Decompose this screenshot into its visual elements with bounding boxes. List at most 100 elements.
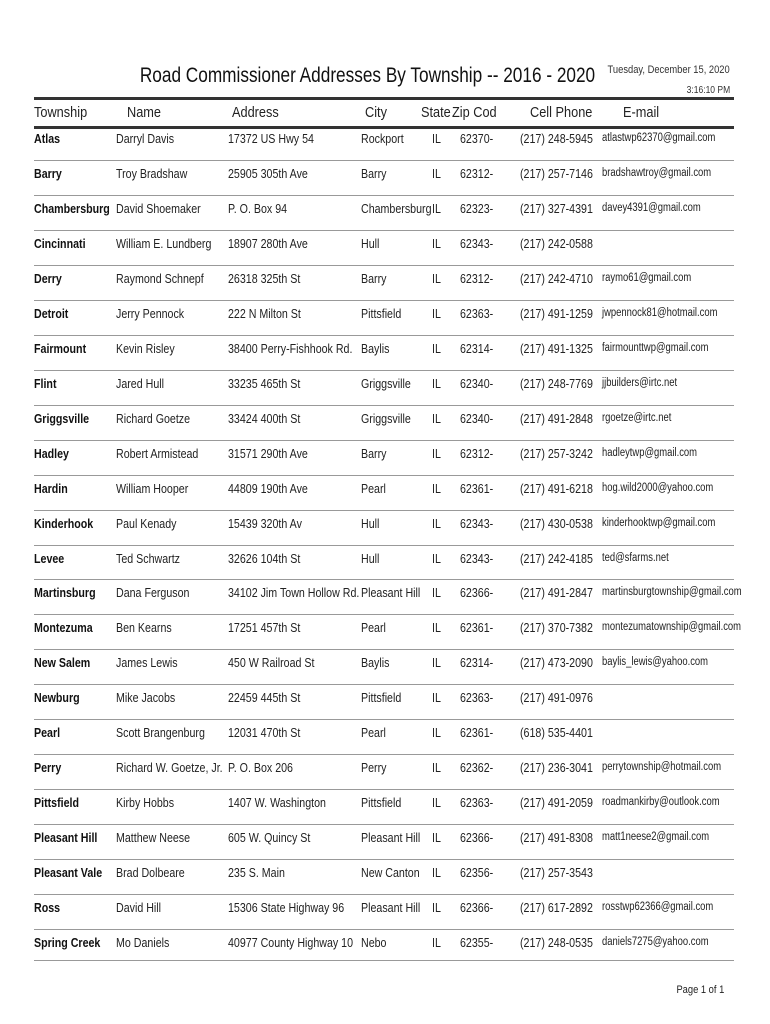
- cell-email: rgoetze@irtc.net: [602, 411, 672, 424]
- cell-zip: 62361-: [460, 480, 494, 496]
- cell-name: Brad Dolbeare: [116, 865, 185, 881]
- cell-township: Atlas: [34, 131, 61, 146]
- cell-email: bradshawtroy@gmail.com: [602, 166, 712, 179]
- cell-address: 26318 325th St: [228, 270, 301, 286]
- cell-email: jjbuilders@irtc.net: [602, 376, 678, 389]
- col-header-email: E-mail: [623, 104, 660, 121]
- cell-state: IL: [432, 305, 441, 321]
- cell-township: Spring Creek: [34, 935, 101, 951]
- table-row: Cincinnati William E. Lundberg 18907 280th…: [0, 229, 770, 271]
- cell-city: Nebo: [361, 935, 387, 951]
- cell-city: Chambersburg: [361, 200, 432, 216]
- cell-state: IL: [432, 865, 441, 881]
- cell-email: baylis_lewis@yahoo.com: [602, 656, 709, 669]
- cell-zip: 62362-: [460, 760, 494, 776]
- table-row: Pleasant Hill Matthew Neese 605 W. Quincy …: [0, 824, 770, 865]
- cell-city: Griggsville: [361, 410, 411, 426]
- cell-state: IL: [432, 200, 441, 216]
- cell-township: Flint: [34, 375, 57, 391]
- cell-state: IL: [432, 935, 441, 951]
- cell-address: 1407 W. Washington: [228, 795, 326, 811]
- cell-township: Pleasant Hill: [34, 830, 98, 846]
- cell-phone: (217) 257-3543: [520, 865, 593, 881]
- cell-zip: 62363-: [460, 305, 494, 321]
- cell-email: kinderhooktwp@gmail.com: [602, 516, 716, 529]
- cell-email: davey4391@gmail.com: [602, 201, 701, 214]
- cell-address: 40977 County Highway 10: [228, 935, 354, 951]
- cell-state: IL: [432, 795, 441, 811]
- cell-township: Detroit: [34, 305, 69, 321]
- col-header-zip: Zip Cod: [452, 104, 497, 121]
- cell-phone: (217) 370-7382: [520, 620, 593, 636]
- cell-address: 18907 280th Ave: [228, 235, 308, 251]
- cell-zip: 62356-: [460, 865, 494, 881]
- col-header-name: Name: [127, 104, 162, 121]
- cell-name: Scott Brangenburg: [116, 725, 205, 741]
- col-header-phone: Cell Phone: [530, 104, 593, 121]
- cell-name: William Hooper: [116, 480, 189, 496]
- cell-email: perrytownship@hotmail.com: [602, 761, 722, 774]
- cell-state: IL: [432, 830, 441, 846]
- cell-name: David Shoemaker: [116, 200, 201, 216]
- cell-address: 12031 470th St: [228, 725, 301, 741]
- cell-email: martinsburgtownship@gmail.com: [602, 586, 742, 599]
- cell-township: Cincinnati: [34, 235, 86, 251]
- cell-state: IL: [432, 515, 441, 531]
- cell-city: Pittsfield: [361, 305, 402, 321]
- cell-zip: 62363-: [460, 795, 494, 811]
- table-row: Hadley Robert Armistead 31571 290th Ave Bar…: [0, 439, 770, 481]
- cell-zip: 62366-: [460, 830, 494, 846]
- cell-email: daniels7275@yahoo.com: [602, 936, 709, 949]
- cell-phone: (217) 242-4710: [520, 270, 593, 286]
- cell-zip: 62361-: [460, 620, 494, 636]
- cell-name: Kirby Hobbs: [116, 795, 175, 811]
- table-row: Flint Jared Hull 33235 465th St Griggsville…: [0, 369, 770, 411]
- table-row: Barry Troy Bradshaw 25905 305th Ave Barry IL…: [0, 159, 770, 201]
- cell-state: IL: [432, 550, 441, 566]
- cell-name: Troy Bradshaw: [116, 165, 188, 181]
- cell-zip: 62340-: [460, 410, 494, 426]
- table-row: Pleasant Vale Brad Dolbeare 235 S. Main New…: [0, 859, 770, 900]
- cell-phone: (217) 473-2090: [520, 655, 593, 671]
- cell-city: Pleasant Hill: [361, 585, 421, 601]
- col-header-city: City: [365, 104, 387, 121]
- row-divider: [34, 159, 734, 161]
- cell-address: 22459 445th St: [228, 690, 301, 706]
- cell-zip: 62314-: [460, 655, 494, 671]
- cell-name: David Hill: [116, 900, 162, 916]
- cell-address: 33424 400th St: [228, 410, 301, 426]
- cell-state: IL: [432, 690, 441, 706]
- cell-township: Levee: [34, 550, 65, 566]
- cell-email: rosstwp62366@gmail.com: [602, 901, 714, 914]
- row-divider: [34, 439, 734, 441]
- cell-name: Ben Kearns: [116, 620, 172, 636]
- row-divider: [34, 229, 734, 231]
- row-divider: [34, 404, 734, 406]
- cell-address: 15306 State Highway 96: [228, 900, 345, 916]
- row-divider: [34, 264, 734, 266]
- table-row: Pittsfield Kirby Hobbs 1407 W. Washington P…: [0, 789, 770, 830]
- cell-city: Hull: [361, 235, 380, 251]
- cell-zip: 62366-: [460, 585, 494, 601]
- cell-township: Pearl: [34, 725, 61, 741]
- cell-phone: (217) 257-7146: [520, 165, 593, 181]
- cell-state: IL: [432, 760, 441, 776]
- table-row: Fairmount Kevin Risley 38400 Perry-Fishhoo…: [0, 334, 770, 376]
- row-divider: [34, 789, 734, 791]
- cell-name: Richard Goetze: [116, 410, 191, 426]
- cell-state: IL: [432, 375, 441, 391]
- cell-name: Robert Armistead: [116, 445, 199, 461]
- cell-zip: 62343-: [460, 235, 494, 251]
- cell-phone: (217) 242-4185: [520, 550, 593, 566]
- cell-phone: (217) 491-6218: [520, 480, 593, 496]
- cell-name: Paul Kenady: [116, 515, 177, 531]
- cell-zip: 62363-: [460, 690, 494, 706]
- cell-township: Chambersburg: [34, 200, 110, 216]
- cell-phone: (217) 248-5945: [520, 131, 593, 146]
- cell-state: IL: [432, 620, 441, 636]
- col-header-address: Address: [232, 104, 279, 121]
- cell-phone: (217) 491-1259: [520, 305, 593, 321]
- table-row: Griggsville Richard Goetze 33424 400th St G…: [0, 404, 770, 446]
- col-header-township: Township: [34, 104, 88, 121]
- cell-phone: (217) 248-0535: [520, 935, 593, 951]
